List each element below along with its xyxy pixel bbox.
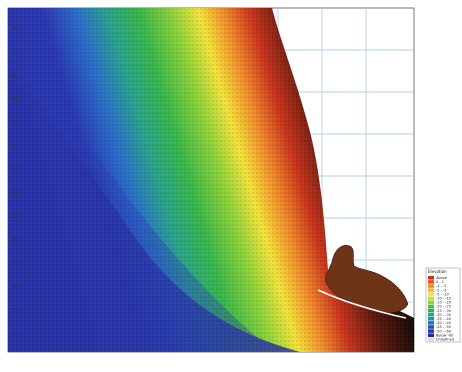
legend-label: -40 - -45	[436, 321, 451, 325]
island-shape	[325, 245, 409, 314]
legend-swatch	[428, 276, 434, 280]
legend-swatch	[428, 337, 434, 342]
legend-label: -10 - -15	[436, 297, 451, 301]
legend-swatch	[428, 296, 434, 301]
y-tick-label: .79	[10, 261, 18, 267]
y-axis-ticks: .95 .93 .88 .86 .82 .8 .84 .83 .82 .80 .79 .76 .75 .7…	[10, 26, 18, 338]
shoreline-surf	[317, 289, 407, 319]
legend-label: Above	[436, 276, 447, 280]
legend-swatch	[428, 321, 434, 325]
legend-label: -1 - -2	[436, 284, 446, 288]
legend-swatch	[428, 317, 434, 321]
legend-label: 0 - 1	[436, 280, 444, 284]
y-tick-label: .84	[10, 167, 18, 173]
y-tick-label: .82	[10, 120, 18, 126]
y-tick-label: .72	[10, 332, 18, 338]
y-tick-label: .83	[10, 191, 18, 197]
legend-label: -35 - -40	[436, 317, 451, 321]
legend-swatch	[428, 292, 434, 296]
legend-label: Below -60	[436, 333, 453, 337]
y-tick-label: .80	[10, 238, 18, 244]
legend-swatch	[428, 325, 434, 329]
legend-swatch	[428, 284, 434, 288]
legend-label: -5 - -10	[436, 292, 449, 296]
legend-swatch	[428, 329, 434, 333]
y-tick-label: .76	[10, 285, 18, 291]
legend-swatch	[428, 312, 434, 317]
legend-label: -45 - -50	[436, 325, 451, 329]
y-tick-label: .86	[10, 97, 18, 103]
legend-label: -30 - -35	[436, 313, 451, 317]
legend-swatch	[428, 304, 434, 309]
legend-label: -50 - -60	[436, 329, 451, 333]
legend-swatch	[428, 280, 434, 284]
legend-swatch	[428, 300, 434, 305]
legend-swatch	[428, 308, 434, 313]
y-tick-label: .82	[10, 214, 18, 220]
legend-label: Undefined	[436, 338, 454, 342]
y-tick-label: .93	[10, 50, 18, 56]
legend-label: -20 - -25	[436, 305, 451, 309]
legend-label: -2 - -5	[436, 288, 446, 292]
y-tick-label: .8	[10, 144, 15, 150]
legend-label: -25 - -30	[436, 309, 451, 313]
y-tick-label: .75	[10, 308, 18, 314]
legend-title: Elevation	[428, 269, 447, 274]
legend-swatch	[428, 288, 434, 292]
y-tick-label: .95	[10, 26, 18, 32]
y-tick-label: .88	[10, 73, 18, 79]
legend-swatch	[428, 333, 434, 337]
legend-label: -15 - -20	[436, 301, 451, 305]
